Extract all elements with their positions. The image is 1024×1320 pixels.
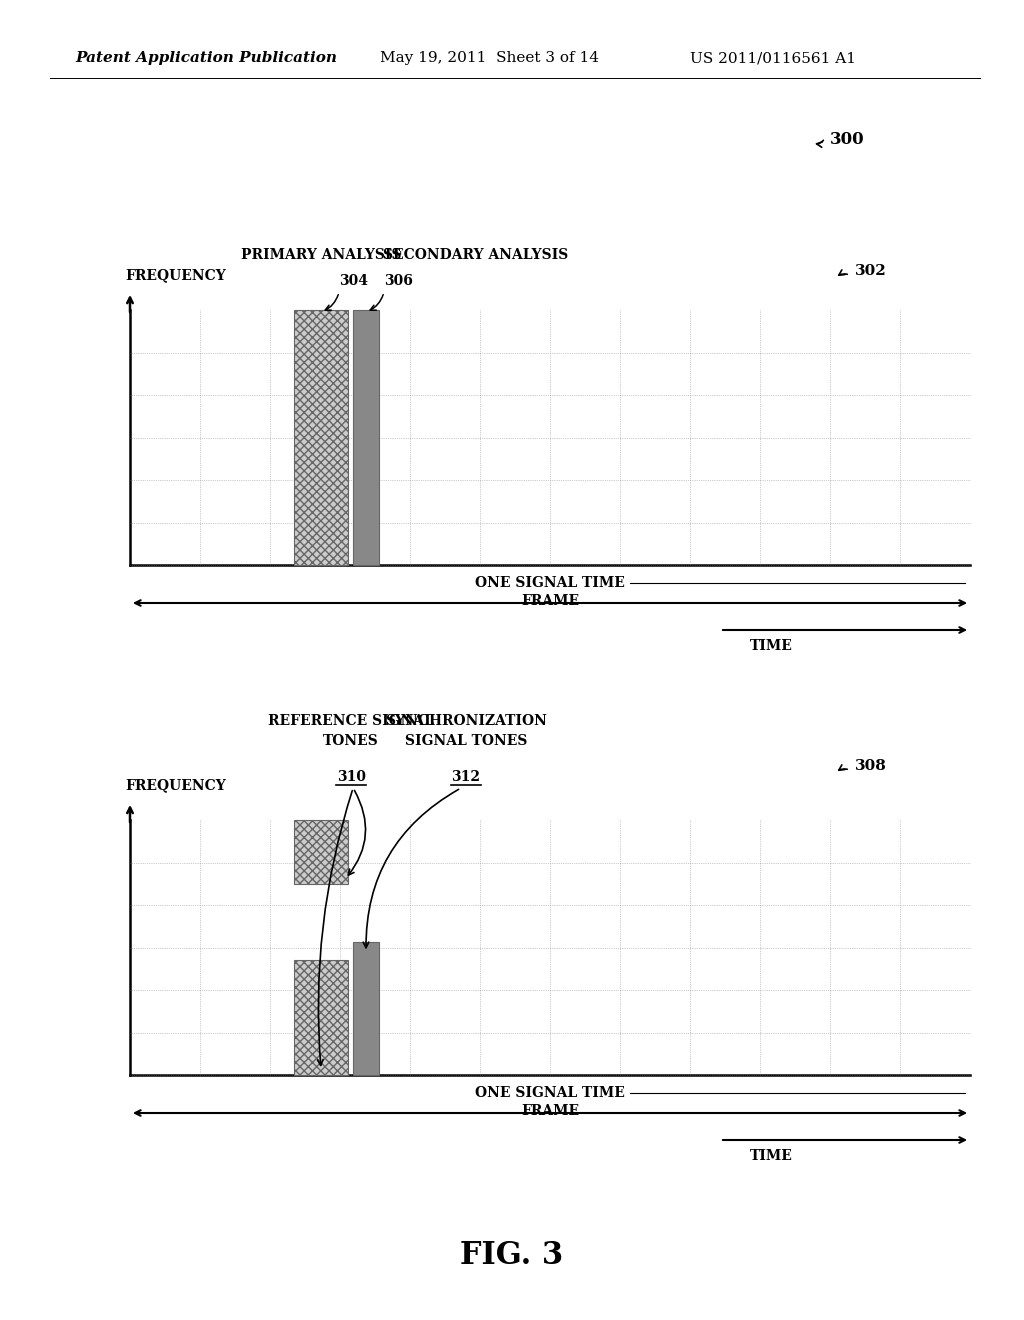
Bar bbox=[352, 942, 380, 1074]
Text: ONE SIGNAL TIME: ONE SIGNAL TIME bbox=[475, 576, 625, 590]
Text: 300: 300 bbox=[830, 132, 864, 149]
Bar bbox=[352, 310, 380, 565]
Text: SIGNAL TONES: SIGNAL TONES bbox=[404, 734, 527, 748]
Text: ONE SIGNAL TIME: ONE SIGNAL TIME bbox=[475, 1086, 625, 1100]
Text: FREQUENCY: FREQUENCY bbox=[125, 268, 225, 282]
Text: TONES: TONES bbox=[324, 734, 379, 748]
Text: TIME: TIME bbox=[750, 1148, 793, 1163]
Text: FIG. 3: FIG. 3 bbox=[461, 1239, 563, 1270]
Text: US 2011/0116561 A1: US 2011/0116561 A1 bbox=[690, 51, 856, 65]
Text: Patent Application Publication: Patent Application Publication bbox=[75, 51, 337, 65]
Text: PRIMARY ANALYSIS: PRIMARY ANALYSIS bbox=[241, 248, 401, 261]
Text: 310: 310 bbox=[337, 770, 366, 784]
Text: May 19, 2011  Sheet 3 of 14: May 19, 2011 Sheet 3 of 14 bbox=[380, 51, 599, 65]
Text: 306: 306 bbox=[384, 275, 413, 288]
Text: TIME: TIME bbox=[750, 639, 793, 653]
Text: 308: 308 bbox=[855, 759, 887, 774]
Text: 302: 302 bbox=[855, 264, 887, 279]
Text: FRAME: FRAME bbox=[521, 1104, 579, 1118]
Bar bbox=[294, 960, 348, 1074]
Text: 312: 312 bbox=[452, 770, 480, 784]
Text: 304: 304 bbox=[339, 275, 368, 288]
Text: SECONDARY ANALYSIS: SECONDARY ANALYSIS bbox=[383, 248, 568, 261]
Text: REFERENCE SIGNAL: REFERENCE SIGNAL bbox=[268, 714, 434, 729]
Text: FREQUENCY: FREQUENCY bbox=[125, 777, 225, 792]
Bar bbox=[294, 820, 348, 884]
Bar bbox=[294, 310, 348, 565]
Text: SYNCHRONIZATION: SYNCHRONIZATION bbox=[385, 714, 547, 729]
Text: FRAME: FRAME bbox=[521, 594, 579, 609]
